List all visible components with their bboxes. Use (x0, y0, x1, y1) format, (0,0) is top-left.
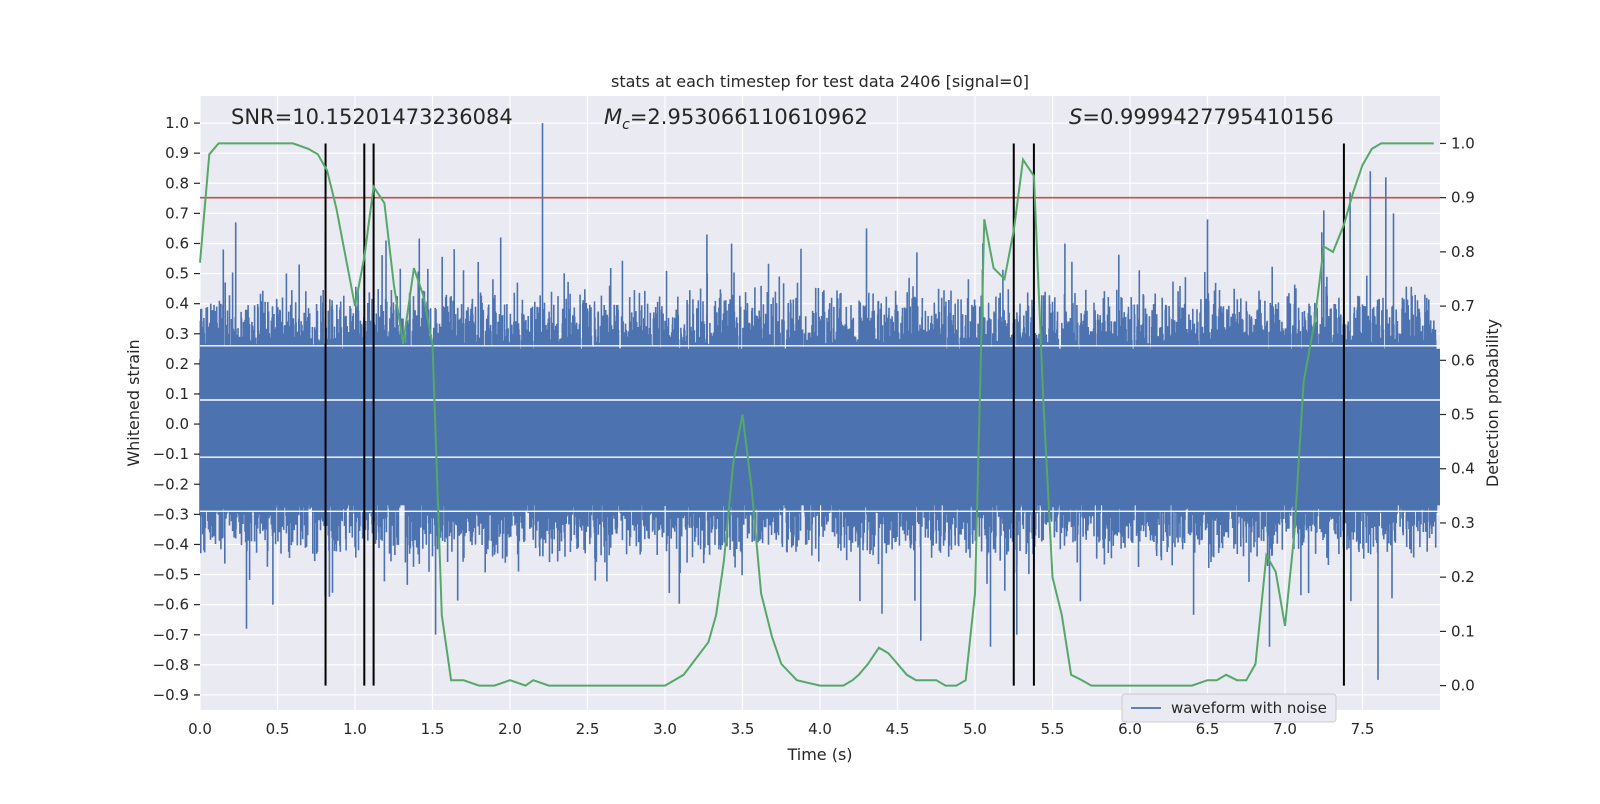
y-tick-label: −0.9 (153, 686, 189, 704)
x-tick-label: 2.5 (576, 720, 600, 738)
x-tick-label: 7.0 (1273, 720, 1297, 738)
y-tick-label: 0.9 (165, 144, 189, 162)
y-axis-ticks: 1.0 0.9 0.8 0.7 0.6 0.5 0.4 0.3 0.2 0.1 0.0 −0.1 −0.… (153, 114, 200, 704)
y-tick-label: −0.2 (153, 475, 189, 493)
x-tick-label: 7.5 (1351, 720, 1375, 738)
x-tick-label: 5.5 (1041, 720, 1065, 738)
chirp-mass-value: =2.953066110610962 (630, 105, 868, 129)
chirp-mass-symbol: M (604, 105, 622, 129)
legend-box (1121, 693, 1337, 723)
white-band-lines (200, 345, 1440, 513)
x-tick-label: 4.5 (886, 720, 910, 738)
x-tick-label: 2.0 (498, 720, 522, 738)
y2-axis-label: Detection probability (1483, 319, 1502, 487)
s-value: =0.9999427795410156 (1082, 105, 1333, 129)
y2-tick-label: 0.4 (1451, 460, 1475, 478)
chirp-mass-subscript: c (622, 117, 630, 133)
y-tick-label: 0.0 (165, 415, 189, 433)
x-tick-label: 6.5 (1196, 720, 1220, 738)
x-tick-label: 4.0 (808, 720, 832, 738)
y-tick-label: −0.3 (153, 505, 189, 523)
y-tick-label: 0.3 (165, 325, 189, 343)
y-axis-label: Whitened strain (124, 339, 143, 466)
y-tick-label: 0.6 (165, 234, 189, 252)
y2-tick-label: 0.8 (1451, 243, 1475, 261)
x-tick-label: 6.0 (1118, 720, 1142, 738)
y2-tick-label: 0.2 (1451, 568, 1475, 586)
y-tick-label: −0.7 (153, 626, 189, 644)
x-tick-label: 5.0 (963, 720, 987, 738)
legend: waveform with noise (1121, 693, 1337, 723)
legend-label-waveform: waveform with noise (1171, 699, 1327, 717)
y-tick-label: −0.6 (153, 596, 189, 614)
y-tick-label: 0.2 (165, 355, 189, 373)
y2-tick-label: 0.0 (1451, 677, 1475, 695)
strain-series (199, 123, 1440, 680)
s-annotation: S=0.9999427795410156 (1069, 105, 1334, 129)
y-tick-label: −0.8 (153, 656, 189, 674)
y2-tick-label: 0.6 (1451, 351, 1475, 369)
x-tick-label: 1.5 (421, 720, 445, 738)
x-axis-ticks: 0.0 0.5 1.0 1.5 2.0 2.5 3.0 3.5 4.0 4.5 5.0 5.5 6.0 6… (188, 720, 1374, 738)
x-tick-label: 3.0 (653, 720, 677, 738)
waveform-core-band (200, 348, 1440, 506)
y-tick-label: 0.1 (165, 385, 189, 403)
y2-tick-label: 0.5 (1451, 406, 1475, 424)
y-tick-label: 0.5 (165, 265, 189, 283)
y2-tick-label: 0.7 (1451, 297, 1475, 315)
y-tick-label: −0.5 (153, 566, 189, 584)
x-tick-label: 3.5 (731, 720, 755, 738)
x-axis-label: Time (s) (786, 745, 852, 764)
x-tick-label: 0.5 (266, 720, 290, 738)
x-tick-label: 1.0 (343, 720, 367, 738)
probability-layer (199, 142, 1434, 687)
x-tick-label: 0.0 (188, 720, 212, 738)
y2-tick-label: 1.0 (1451, 134, 1475, 152)
y2-tick-label: 0.9 (1451, 189, 1475, 207)
y2-tick-label: 0.1 (1451, 622, 1475, 640)
y-tick-label: −0.1 (153, 445, 189, 463)
y-tick-label: 0.7 (165, 204, 189, 222)
chart-title: stats at each timestep for test data 240… (611, 72, 1029, 91)
y-tick-label: 0.4 (165, 295, 189, 313)
chirp-mass-annotation: Mc=2.953066110610962 (604, 105, 868, 133)
y-tick-label: −0.4 (153, 535, 189, 553)
y2-axis-ticks: 1.0 0.9 0.8 0.7 0.6 0.5 0.4 0.3 0.2 0.1 0.0 (1440, 134, 1475, 695)
snr-annotation: SNR=10.15201473236084 (231, 105, 513, 129)
y-tick-label: 0.8 (165, 174, 189, 192)
y2-tick-label: 0.3 (1451, 514, 1475, 532)
detection-probability-line (199, 142, 1434, 687)
s-symbol: S (1069, 105, 1082, 129)
y-tick-label: 1.0 (165, 114, 189, 132)
